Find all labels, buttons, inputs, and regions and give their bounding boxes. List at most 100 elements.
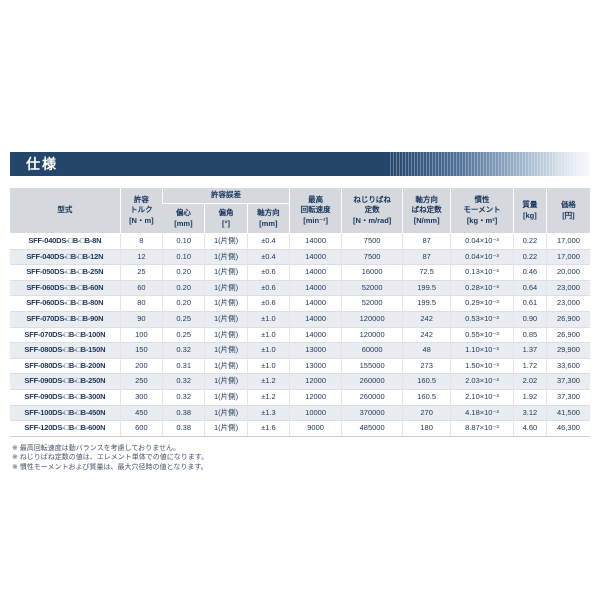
inertia-cell: 8.87×10⁻³ — [450, 420, 514, 437]
axial-spring-cell: 160.5 — [402, 388, 451, 406]
torque-cell: 100 — [119, 326, 163, 343]
model-cell: SFF-060DS-□B-□B-80N — [10, 295, 121, 312]
col-header-inertia: 慣性 モーメント [kg・m²] — [450, 188, 514, 234]
col-header-torque: 許容 トルク [N・m] — [119, 188, 163, 234]
angular-cell: 1(片側) — [204, 233, 248, 250]
model-cell: SFF-090DS-□B-□B-300N — [10, 388, 121, 406]
torque-cell: 200 — [119, 357, 163, 374]
axial-spring-cell: 48 — [402, 342, 451, 359]
torsional-spring-cell: 260000 — [341, 373, 403, 390]
col-header-torsional-spring: ねじりばね 定数 [N・m/rad] — [341, 188, 403, 234]
torque-cell: 12 — [119, 248, 163, 265]
model-cell: SFF-040DS-□B-□B-8N — [10, 233, 121, 250]
max-speed-cell: 10000 — [289, 404, 342, 421]
price-cell: 37,300 — [545, 388, 590, 406]
axial-spring-cell: 199.5 — [402, 295, 451, 312]
eccentricity-cell: 0.10 — [162, 233, 205, 250]
model-cell: SFF-040DS-□B-□B-12N — [10, 248, 121, 265]
torque-cell: 450 — [119, 404, 163, 421]
inertia-cell: 0.55×10⁻³ — [450, 326, 514, 343]
axial-spring-cell: 180 — [402, 420, 451, 437]
axial-cell: ±0.6 — [246, 279, 290, 296]
axial-spring-cell: 87 — [402, 248, 451, 265]
price-cell: 26,900 — [545, 326, 590, 343]
max-speed-cell: 9000 — [289, 420, 342, 437]
angular-cell: 1(片側) — [204, 326, 248, 343]
price-cell: 17,000 — [545, 248, 590, 265]
eccentricity-cell: 0.25 — [162, 310, 205, 328]
eccentricity-cell: 0.32 — [162, 373, 205, 390]
max-speed-cell: 14000 — [289, 295, 342, 312]
eccentricity-cell: 0.38 — [162, 404, 205, 421]
eccentricity-cell: 0.20 — [162, 295, 205, 312]
max-speed-cell: 14000 — [289, 248, 342, 265]
axial-spring-cell: 270 — [402, 404, 451, 421]
axial-cell: ±1.2 — [246, 373, 290, 390]
price-cell: 29,900 — [545, 342, 590, 359]
axial-cell: ±1.0 — [246, 326, 290, 343]
model-cell: SFF-120DS-□B-□B-600N — [10, 420, 121, 437]
axial-spring-cell: 242 — [402, 326, 451, 343]
torsional-spring-cell: 52000 — [341, 295, 403, 312]
inertia-cell: 0.04×10⁻³ — [450, 248, 514, 265]
footnote: ※ 最高回転速度は動バランスを考慮しておりません。 — [12, 444, 181, 452]
angular-cell: 1(片側) — [204, 248, 248, 265]
mass-cell: 3.12 — [512, 404, 547, 421]
axial-spring-cell: 273 — [402, 357, 451, 374]
torque-cell: 8 — [119, 233, 163, 250]
model-cell: SFF-080DS-□B-□B-200N — [10, 357, 121, 374]
mass-cell: 0.61 — [512, 295, 547, 312]
table-row: SFF-090DS-□B-□B-250N 250 0.32 1(片側) ±1.2 1200… — [10, 373, 590, 390]
max-speed-cell: 14000 — [289, 279, 342, 296]
mass-cell: 0.46 — [512, 264, 547, 281]
model-cell: SFF-070DS-□B-□B-100N — [10, 326, 121, 343]
price-cell: 17,000 — [545, 233, 590, 250]
model-cell: SFF-070DS-□B-□B-90N — [10, 310, 121, 328]
inertia-cell: 1.10×10⁻³ — [450, 342, 514, 359]
max-speed-cell: 14000 — [289, 233, 342, 250]
footnote: ※ ねじりばね定数の値は、エレメント単体での値になります。 — [12, 454, 209, 462]
angular-cell: 1(片側) — [204, 264, 248, 281]
spec-table: 型式 許容 トルク [N・m] 許容誤差 最高 回転速度 [min⁻¹] ねじり… — [10, 188, 590, 437]
axial-spring-cell: 72.5 — [402, 264, 451, 281]
footnote: ※ 慣性モーメントおよび質量は、最大穴径時の値となります。 — [12, 463, 208, 471]
eccentricity-cell: 0.32 — [162, 342, 205, 359]
axial-cell: ±0.4 — [246, 233, 290, 250]
eccentricity-cell: 0.38 — [162, 420, 205, 437]
mass-cell: 0.22 — [512, 248, 547, 265]
col-header-eccentricity: 偏心 [mm] — [162, 203, 205, 234]
mass-cell: 0.22 — [512, 233, 547, 250]
titlebar-stripe-decoration — [390, 152, 590, 176]
torsional-spring-cell: 120000 — [341, 326, 403, 343]
price-cell: 37,300 — [545, 373, 590, 390]
torque-cell: 150 — [119, 342, 163, 359]
angular-cell: 1(片側) — [204, 342, 248, 359]
angular-cell: 1(片側) — [204, 279, 248, 296]
table-row: SFF-070DS-□B-□B-90N 90 0.25 1(片側) ±1.0 14000 1… — [10, 310, 590, 328]
price-cell: 26,900 — [545, 310, 590, 328]
page-content: 仕様 型式 許容 トルク [N・m] 許容誤差 最高 回転速度 [min⁻¹] … — [10, 152, 590, 471]
table-row: SFF-090DS-□B-□B-300N 300 0.32 1(片側) ±1.2 1200… — [10, 388, 590, 406]
axial-cell: ±1.6 — [246, 420, 290, 437]
col-header-mass: 質量 [kg] — [512, 188, 547, 234]
axial-spring-cell: 242 — [402, 310, 451, 328]
price-cell: 41,500 — [545, 404, 590, 421]
angular-cell: 1(片側) — [204, 388, 248, 406]
model-cell: SFF-090DS-□B-□B-250N — [10, 373, 121, 390]
torsional-spring-cell: 155000 — [341, 357, 403, 374]
col-header-tolerance-group: 許容誤差 — [162, 188, 290, 204]
mass-cell: 2.02 — [512, 373, 547, 390]
section-titlebar: 仕様 — [10, 152, 590, 176]
table-row: SFF-040DS-□B-□B-8N 8 0.10 1(片側) ±0.4 14000 750… — [10, 233, 590, 250]
table-row: SFF-070DS-□B-□B-100N 100 0.25 1(片側) ±1.0 1400… — [10, 326, 590, 343]
eccentricity-cell: 0.32 — [162, 388, 205, 406]
table-row: SFF-060DS-□B-□B-80N 80 0.20 1(片側) ±0.6 14000 5… — [10, 295, 590, 312]
price-cell: 33,600 — [545, 357, 590, 374]
angular-cell: 1(片側) — [204, 357, 248, 374]
model-cell: SFF-060DS-□B-□B-60N — [10, 279, 121, 296]
eccentricity-cell: 0.31 — [162, 357, 205, 374]
inertia-cell: 0.13×10⁻³ — [450, 264, 514, 281]
axial-cell: ±1.2 — [246, 388, 290, 406]
table-row: SFF-120DS-□B-□B-600N 600 0.38 1(片側) ±1.6 9000… — [10, 420, 590, 437]
torsional-spring-cell: 485000 — [341, 420, 403, 437]
